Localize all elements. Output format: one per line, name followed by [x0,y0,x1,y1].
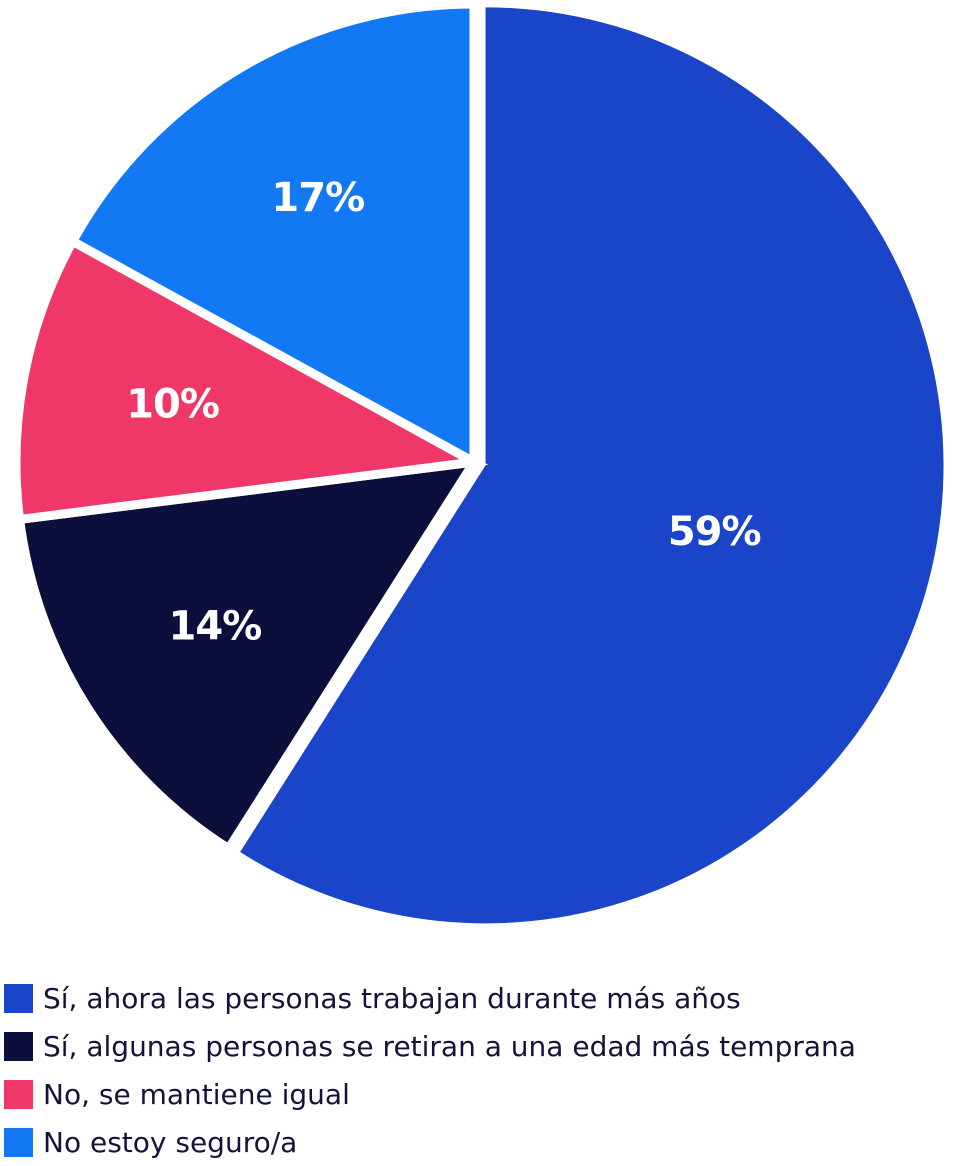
legend: Sí, ahora las personas trabajan durante … [4,974,856,1166]
pie-slice-2 [14,456,483,855]
legend-swatch-1 [4,983,33,1013]
legend-item-3: No, se mantiene igual [4,1070,856,1118]
legend-swatch-3 [4,1079,33,1109]
pie-value-label-2: 14% [169,603,262,649]
pie-value-label-1: 59% [668,509,761,555]
legend-label-4: No estoy seguro/a [43,1125,298,1159]
pie-chart: 59% 14% 10% 17% [11,0,944,924]
legend-item-1: Sí, ahora las personas trabajan durante … [4,974,856,1022]
legend-label-3: No, se mantiene igual [43,1077,350,1111]
pie-value-label-3: 10% [126,382,219,428]
legend-swatch-4 [4,1127,33,1157]
pie-slice-4 [66,0,479,470]
pie-slices [11,0,944,924]
pie-slice-1 [240,7,944,924]
legend-label-2: Sí, algunas personas se retiran a una ed… [43,1029,856,1063]
legend-item-2: Sí, algunas personas se retiran a una ed… [4,1022,856,1070]
pie-value-labels: 59% 14% 10% 17% [126,175,761,650]
pie-slice-3 [11,235,489,525]
legend-label-1: Sí, ahora las personas trabajan durante … [43,981,741,1015]
pie-value-label-4: 17% [271,175,364,221]
legend-item-4: No estoy seguro/a [4,1118,856,1166]
legend-swatch-2 [4,1031,33,1061]
